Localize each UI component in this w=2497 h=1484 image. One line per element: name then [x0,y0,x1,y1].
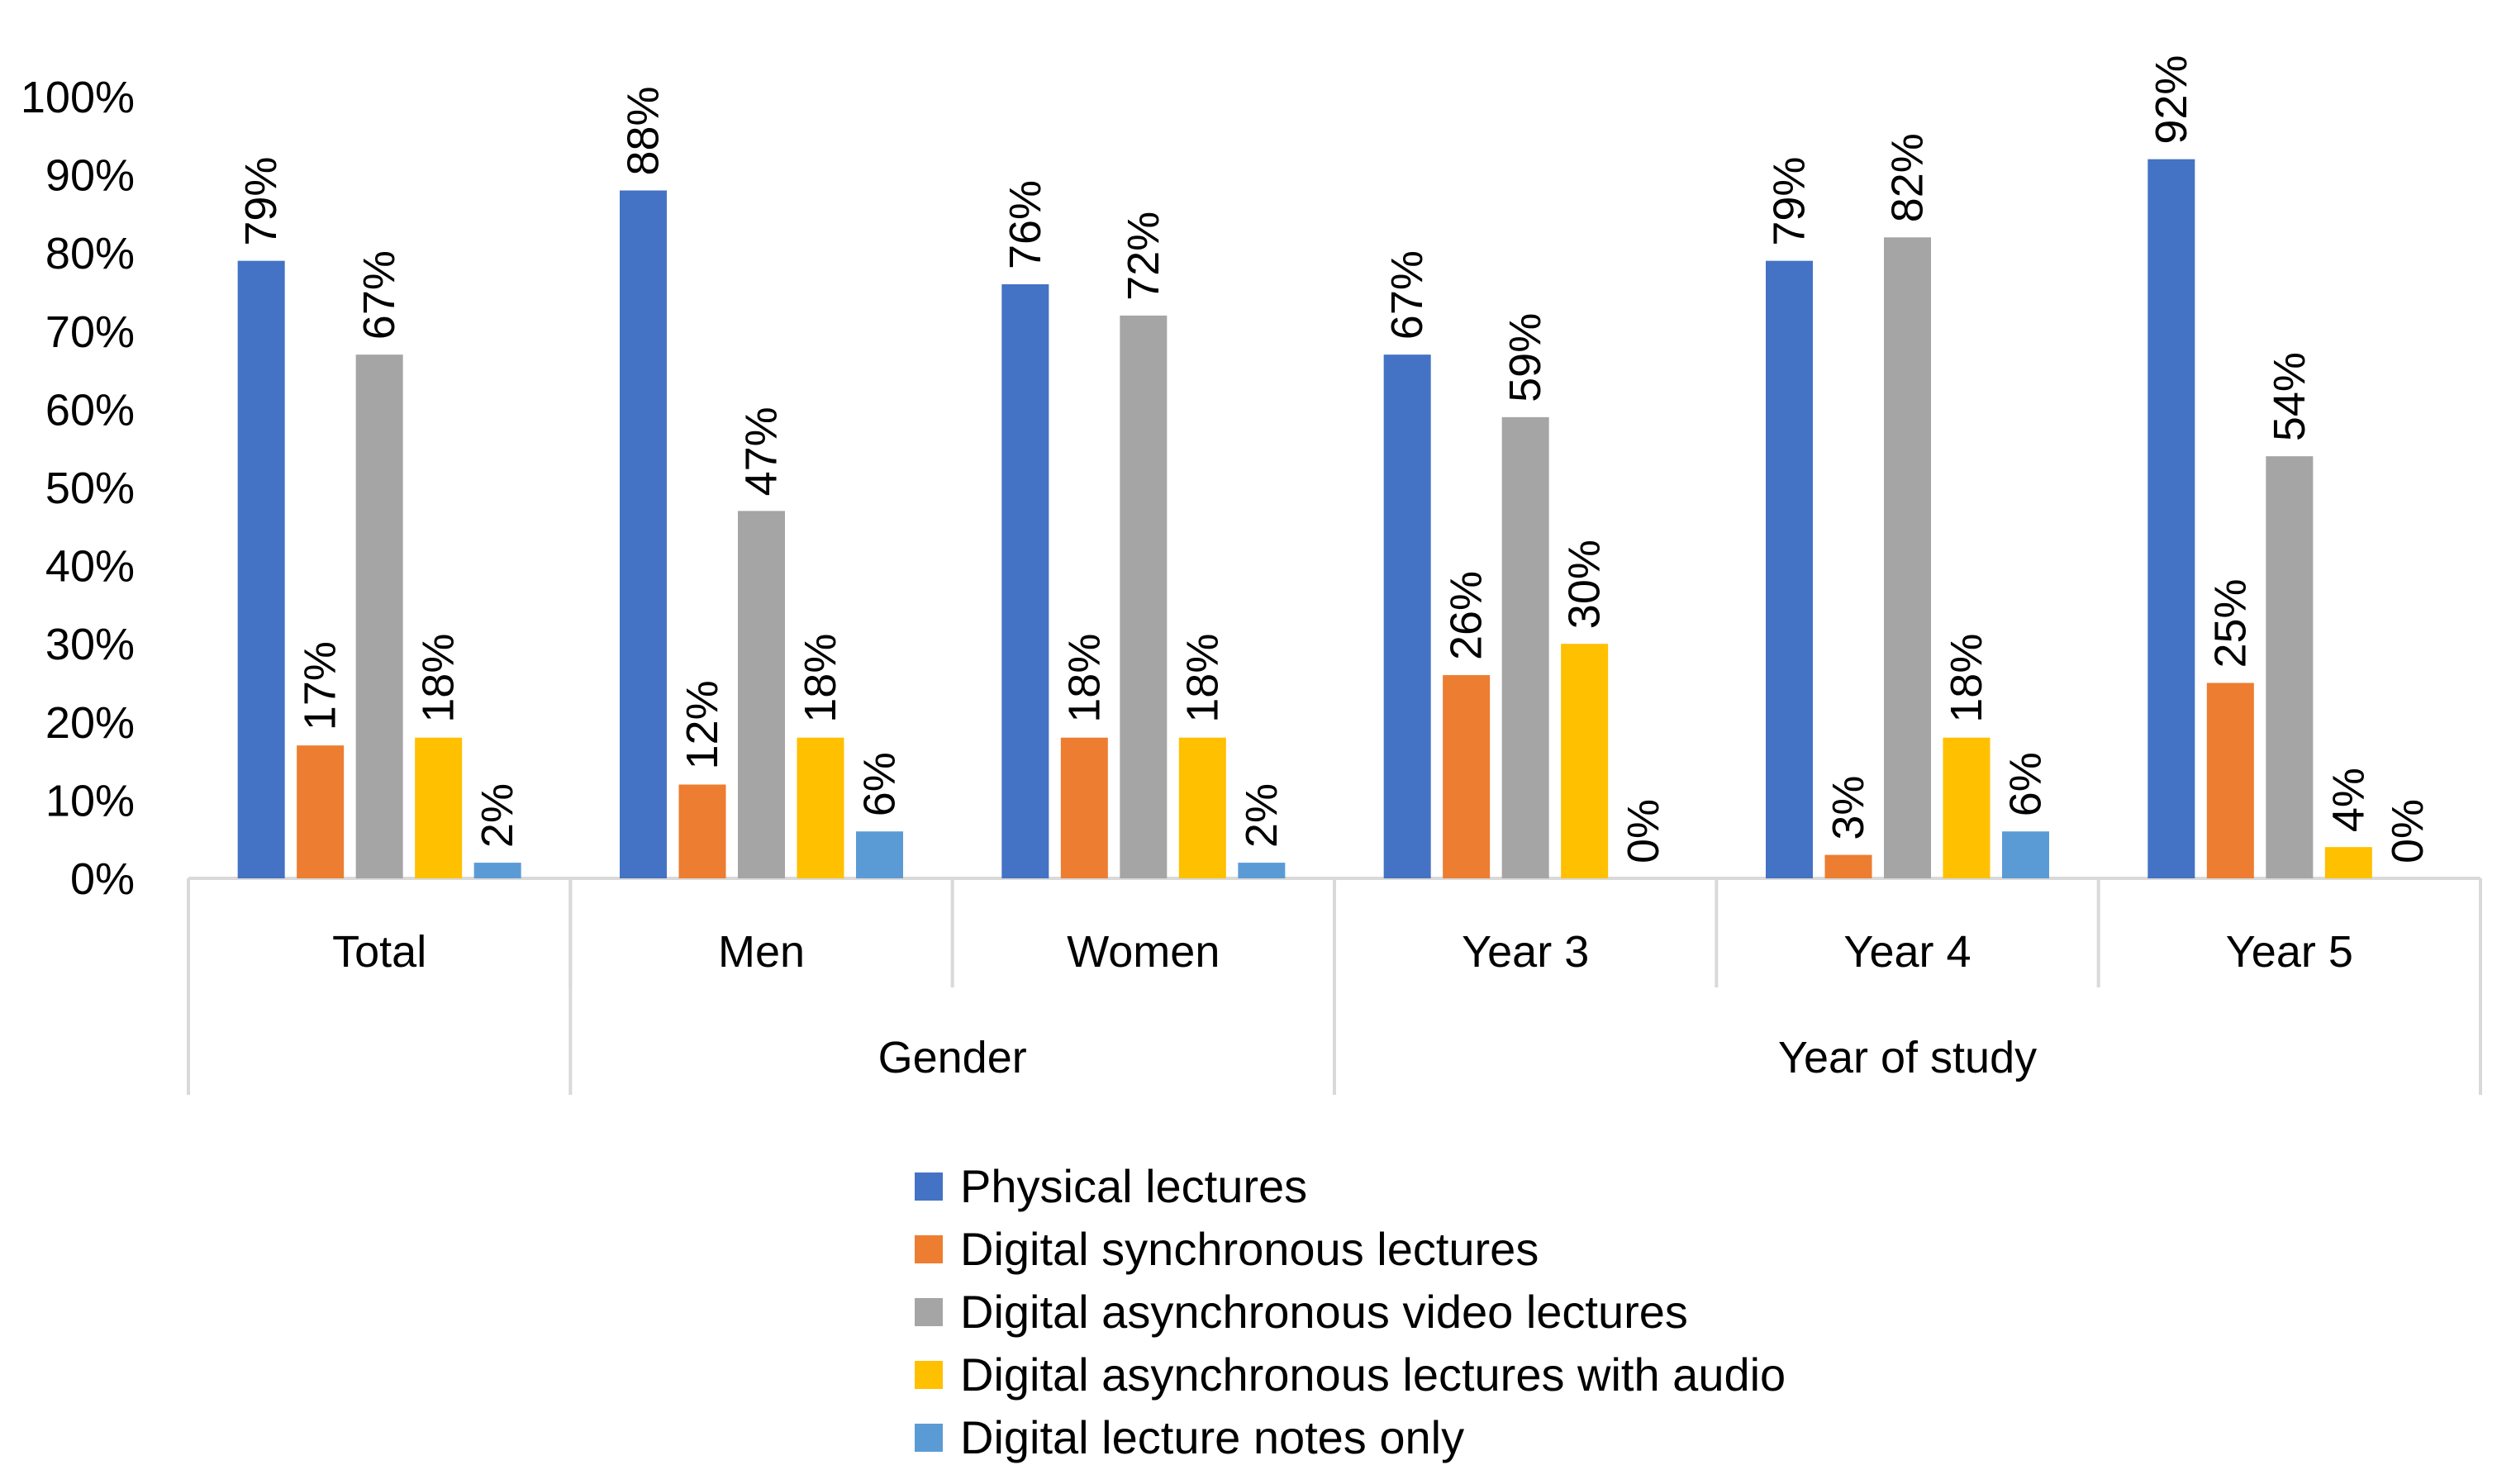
data-label: 67% [1382,250,1432,340]
legend-label: Physical lectures [960,1160,1307,1212]
y-tick-label: 70% [45,307,135,357]
data-label: 2% [1237,783,1287,848]
y-tick-label: 30% [45,620,135,669]
category-label: Year 4 [1843,927,1971,977]
bar [2147,159,2195,878]
bar [473,863,521,878]
bar [1943,737,1990,878]
data-label: 67% [354,250,404,340]
data-label: 0% [2383,799,2433,863]
data-label: 18% [1177,634,1227,723]
data-label: 6% [855,752,905,816]
bar [1383,354,1431,878]
data-label: 30% [1560,540,1610,629]
bar [1120,315,1168,878]
y-tick-label: 40% [45,542,135,592]
data-label: 59% [1501,313,1550,402]
data-label: 6% [2001,752,2051,816]
bar [738,511,785,878]
y-tick-label: 0% [70,854,135,904]
bar [620,190,667,878]
data-label: 18% [1942,634,1991,723]
y-tick-label: 20% [45,698,135,748]
bar [2266,456,2314,878]
bar [1238,863,1286,878]
legend-swatch [915,1298,943,1326]
bar [2002,831,2049,878]
category-label: Men [718,927,805,977]
y-tick-label: 80% [45,229,135,278]
data-label: 88% [619,86,668,175]
data-label: 17% [296,641,345,730]
bar [856,831,903,878]
y-tick-label: 50% [45,464,135,513]
legend-label: Digital asynchronous lectures with audio [960,1348,1786,1401]
bar [1766,260,1813,878]
legend-label: Digital asynchronous video lectures [960,1286,1688,1338]
bar [1060,737,1108,878]
group-label: Gender [878,1033,1027,1082]
category-label: Total [332,927,426,977]
category-label: Year 5 [2226,927,2353,977]
category-label: Women [1067,927,1220,977]
group-label: Year of study [1778,1033,2037,1082]
bar [297,745,345,878]
data-label: 82% [1883,133,1933,222]
data-label: 79% [1765,157,1814,246]
data-label: 0% [1619,799,1668,863]
data-label: 18% [1059,634,1109,723]
data-label: 18% [796,634,845,723]
bar [355,354,403,878]
bar [797,737,844,878]
y-tick-label: 10% [45,776,135,825]
data-label: 72% [1119,212,1168,301]
bar [1501,416,1549,878]
data-label: 76% [1001,180,1050,269]
legend-label: Digital lecture notes only [960,1411,1464,1463]
legend-swatch [915,1172,943,1201]
data-label: 4% [2323,768,2373,832]
bar [237,260,285,878]
data-label: 47% [737,407,787,496]
y-tick-label: 90% [45,151,135,201]
data-label: 54% [2265,352,2314,441]
data-label: 12% [678,680,727,769]
bar [1824,854,1872,878]
bar [1001,284,1049,878]
legend-swatch [915,1361,943,1389]
data-label: 79% [236,157,286,246]
bar [1178,737,1226,878]
data-label: 18% [414,634,464,723]
bar [1884,237,1931,878]
legend-swatch [915,1235,943,1263]
data-label: 2% [473,783,522,848]
legend-swatch [915,1424,943,1452]
bar [2324,847,2372,878]
y-tick-label: 100% [21,73,135,122]
bar [1443,675,1491,878]
bar [415,737,463,878]
data-label: 92% [2147,55,2196,145]
data-label: 26% [1442,571,1491,660]
data-label: 3% [1824,776,1873,840]
data-label: 25% [2205,578,2255,668]
bar [2206,683,2254,878]
legend-label: Digital synchronous lectures [960,1223,1539,1275]
bar [1561,644,1609,878]
bar [678,784,726,878]
y-tick-label: 60% [45,385,135,435]
category-label: Year 3 [1462,927,1589,977]
